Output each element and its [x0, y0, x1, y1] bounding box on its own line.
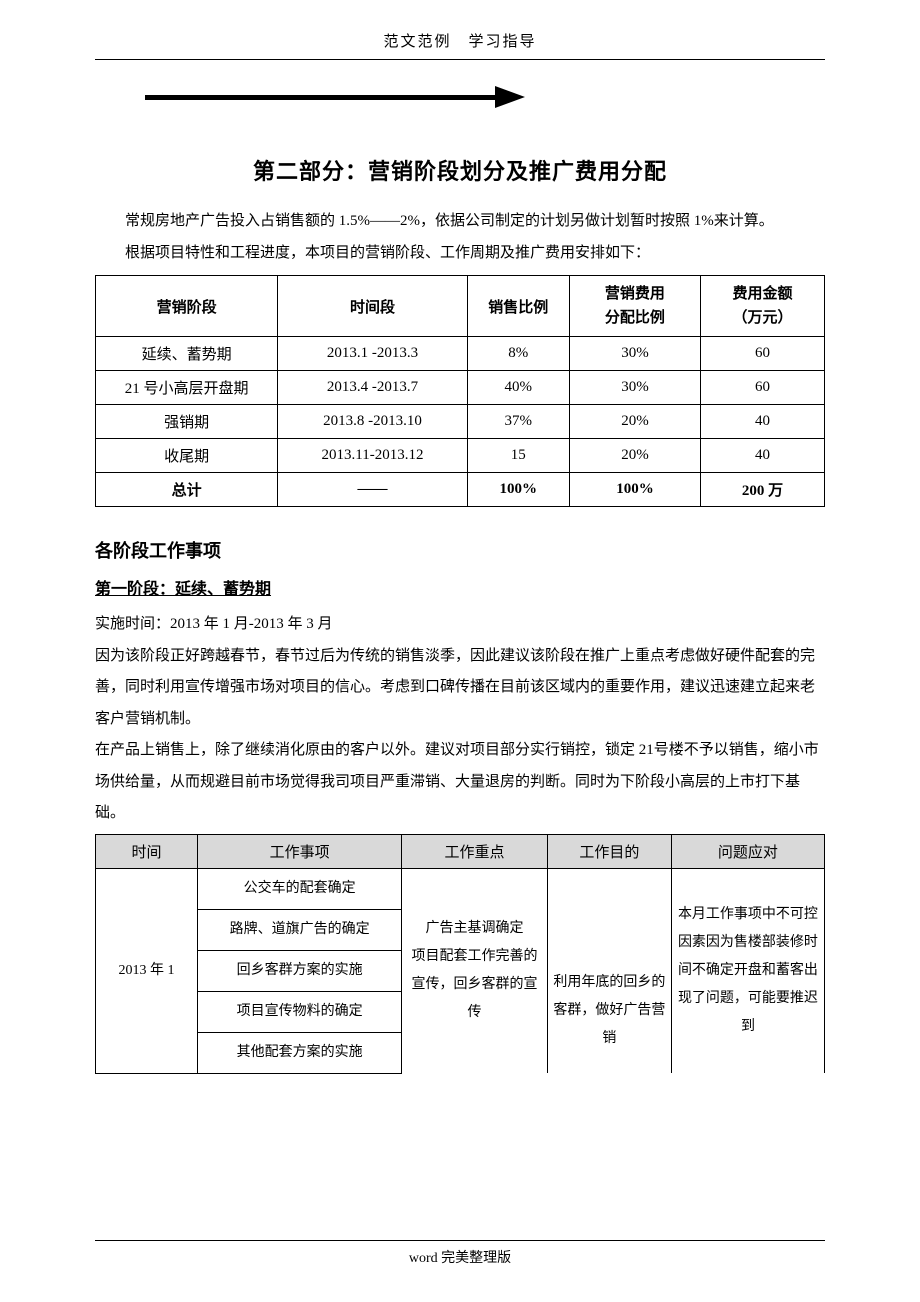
- table-cell: 收尾期: [96, 439, 278, 473]
- arrow-graphic: [145, 90, 825, 104]
- table-cell: 60: [701, 337, 825, 371]
- table-header-cell: 时间: [96, 834, 198, 868]
- table-cell: 40%: [467, 371, 569, 405]
- intro-paragraph-1: 常规房地产广告投入占销售额的 1.5%——2%，依据公司制定的计划另做计划暂时按…: [95, 206, 825, 238]
- table-header-cell: 工作事项: [198, 834, 402, 868]
- table-row: 延续、蓄势期2013.1 -2013.38%30%60: [96, 337, 825, 371]
- phase1-para1: 因为该阶段正好跨越春节，春节过后为传统的销售淡季，因此建议该阶段在推广上重点考虑…: [95, 641, 825, 736]
- table-header-row: 时间工作事项工作重点工作目的问题应对: [96, 834, 825, 868]
- table-cell: 40: [701, 439, 825, 473]
- table-cell: 200 万: [701, 473, 825, 507]
- phase1-para2: 在产品上销售上，除了继续消化原由的客户以外。建议对项目部分实行销控，锁定 21号…: [95, 735, 825, 830]
- table-header-row: 营销阶段时间段销售比例营销费用分配比例费用金额（万元）: [96, 276, 825, 337]
- table-cell: 37%: [467, 405, 569, 439]
- table-cell: 30%: [569, 337, 700, 371]
- work-item-cell: 其他配套方案的实施: [198, 1032, 402, 1073]
- table-cell: 8%: [467, 337, 569, 371]
- sub-section-title: 各阶段工作事项: [95, 537, 825, 563]
- table-header-cell: 时间段: [278, 276, 468, 337]
- table-cell: 强销期: [96, 405, 278, 439]
- work-item-cell: 回乡客群方案的实施: [198, 950, 402, 991]
- table-cell: 100%: [467, 473, 569, 507]
- table-cell: 延续、蓄势期: [96, 337, 278, 371]
- table-cell: 21 号小高层开盘期: [96, 371, 278, 405]
- table-cell: 60: [701, 371, 825, 405]
- table-cell: 2013.4 -2013.7: [278, 371, 468, 405]
- work-item-cell: 项目宣传物料的确定: [198, 991, 402, 1032]
- table-row: 总计——100%100%200 万: [96, 473, 825, 507]
- header-divider: [95, 59, 825, 60]
- table-header-cell: 销售比例: [467, 276, 569, 337]
- table-header-cell: 营销阶段: [96, 276, 278, 337]
- phase-table: 营销阶段时间段销售比例营销费用分配比例费用金额（万元） 延续、蓄势期2013.1…: [95, 275, 825, 507]
- table-header-cell: 问题应对: [671, 834, 824, 868]
- phase1-time: 实施时间：2013 年 1 月-2013 年 3 月: [95, 609, 825, 641]
- page-footer: word 完美整理版: [0, 1240, 920, 1267]
- footer-divider: [95, 1240, 825, 1241]
- table-header-cell: 工作目的: [547, 834, 671, 868]
- table-cell: 40: [701, 405, 825, 439]
- table-cell: ——: [278, 473, 468, 507]
- work-item-cell: 公交车的配套确定: [198, 868, 402, 909]
- table-row: 强销期2013.8 -2013.1037%20%40: [96, 405, 825, 439]
- table-header-cell: 费用金额（万元）: [701, 276, 825, 337]
- table-cell: 2013.11-2013.12: [278, 439, 468, 473]
- table-cell: 15: [467, 439, 569, 473]
- phase1-heading: 第一阶段：延续、蓄势期: [95, 575, 825, 599]
- table-cell: 2013.8 -2013.10: [278, 405, 468, 439]
- table-header-cell: 营销费用分配比例: [569, 276, 700, 337]
- table-cell: 20%: [569, 439, 700, 473]
- table-cell: 20%: [569, 405, 700, 439]
- time-cell: 2013 年 1: [96, 868, 198, 1073]
- table-cell: 2013.1 -2013.3: [278, 337, 468, 371]
- section-title: 第二部分：营销阶段划分及推广费用分配: [95, 154, 825, 186]
- table-header-cell: 工作重点: [402, 834, 548, 868]
- intro-paragraph-2: 根据项目特性和工程进度，本项目的营销阶段、工作周期及推广费用安排如下：: [95, 238, 825, 270]
- purpose-cell: 利用年底的回乡的客群，做好广告营销: [547, 868, 671, 1073]
- table-cell: 30%: [569, 371, 700, 405]
- table-row: 21 号小高层开盘期2013.4 -2013.740%30%60: [96, 371, 825, 405]
- table-cell: 总计: [96, 473, 278, 507]
- focus-cell: 广告主基调确定项目配套工作完善的宣传，回乡客群的宣传: [402, 868, 548, 1073]
- work-table: 时间工作事项工作重点工作目的问题应对 2013 年 1公交车的配套确定广告主基调…: [95, 834, 825, 1074]
- footer-text: word 完美整理版: [0, 1247, 920, 1267]
- table-row: 收尾期2013.11-2013.121520%40: [96, 439, 825, 473]
- response-cell: 本月工作事项中不可控因素因为售楼部装修时间不确定开盘和蓄客出现了问题，可能要推迟…: [671, 868, 824, 1073]
- table-row: 2013 年 1公交车的配套确定广告主基调确定项目配套工作完善的宣传，回乡客群的…: [96, 868, 825, 909]
- page-header-text: 范文范例 学习指导: [95, 30, 825, 51]
- work-item-cell: 路牌、道旗广告的确定: [198, 909, 402, 950]
- table-cell: 100%: [569, 473, 700, 507]
